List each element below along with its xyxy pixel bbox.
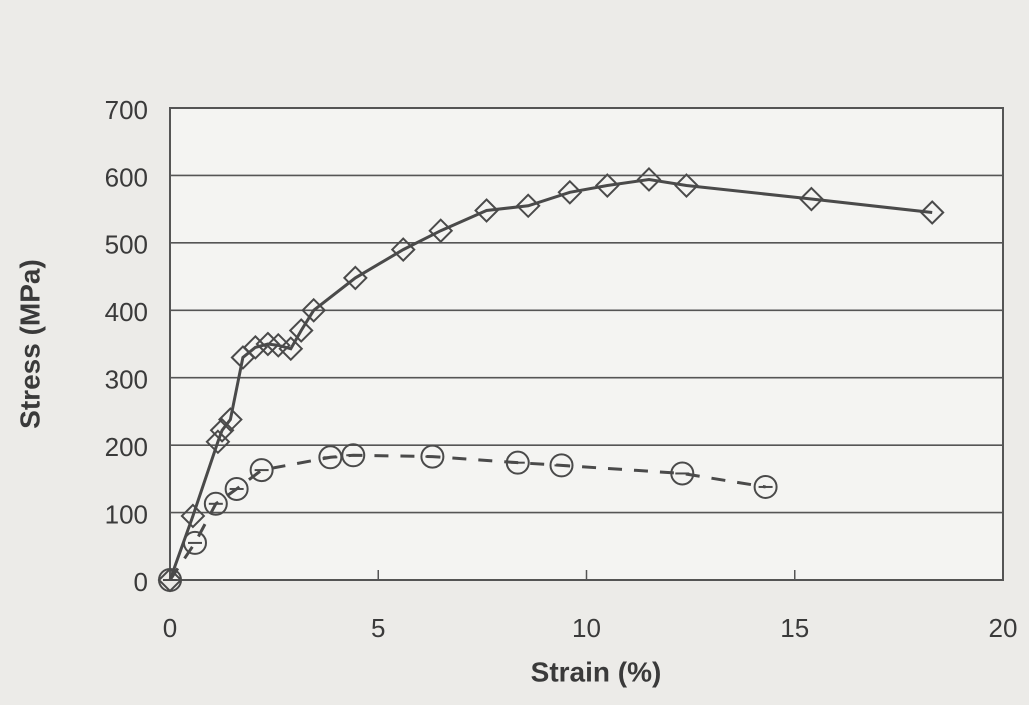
data-point bbox=[670, 461, 695, 486]
data-point bbox=[428, 218, 454, 244]
y-tick-label: 0 bbox=[134, 567, 148, 597]
y-tick-label: 300 bbox=[105, 365, 148, 395]
data-point bbox=[249, 458, 274, 483]
y-tick-label: 700 bbox=[105, 95, 148, 125]
series-line bbox=[168, 453, 766, 581]
x-tick-label: 20 bbox=[989, 613, 1018, 643]
data-point bbox=[798, 186, 824, 212]
data-point bbox=[288, 318, 314, 343]
x-tick-label: 0 bbox=[163, 613, 177, 643]
data-point bbox=[209, 417, 235, 443]
data-point bbox=[203, 491, 228, 516]
data-point bbox=[278, 336, 304, 362]
data-point bbox=[674, 173, 699, 198]
data-point bbox=[224, 476, 249, 501]
data-point bbox=[636, 167, 662, 192]
series-line bbox=[168, 177, 933, 581]
data-point bbox=[753, 474, 778, 499]
data-point bbox=[158, 568, 182, 592]
data-point bbox=[505, 450, 530, 475]
data-point bbox=[217, 407, 243, 432]
data-point bbox=[474, 198, 499, 223]
data-point bbox=[390, 237, 416, 263]
data-point bbox=[255, 331, 281, 357]
data-point bbox=[557, 179, 583, 205]
data-point bbox=[182, 530, 207, 555]
data-point bbox=[180, 503, 206, 529]
y-axis-title: Stress (MPa) bbox=[14, 259, 45, 429]
y-tick-label: 500 bbox=[105, 230, 148, 260]
data-point bbox=[342, 265, 368, 291]
plot-area bbox=[169, 107, 1004, 581]
x-tick-label: 10 bbox=[572, 613, 601, 643]
y-tick-label: 400 bbox=[105, 297, 148, 327]
y-tick-label: 100 bbox=[105, 499, 148, 529]
x-tick-label: 5 bbox=[371, 613, 385, 643]
data-point bbox=[318, 445, 343, 470]
data-point bbox=[594, 173, 620, 198]
data-point bbox=[549, 453, 574, 478]
data-point bbox=[420, 444, 445, 469]
data-point bbox=[919, 200, 945, 225]
data-point bbox=[301, 297, 327, 323]
data-point bbox=[341, 443, 366, 468]
y-tick-label: 600 bbox=[105, 162, 148, 192]
data-point bbox=[515, 193, 541, 219]
x-axis-title: Strain (%) bbox=[531, 656, 662, 687]
data-point bbox=[242, 334, 268, 360]
y-tick-label: 200 bbox=[105, 432, 148, 462]
x-tick-label: 15 bbox=[780, 613, 809, 643]
